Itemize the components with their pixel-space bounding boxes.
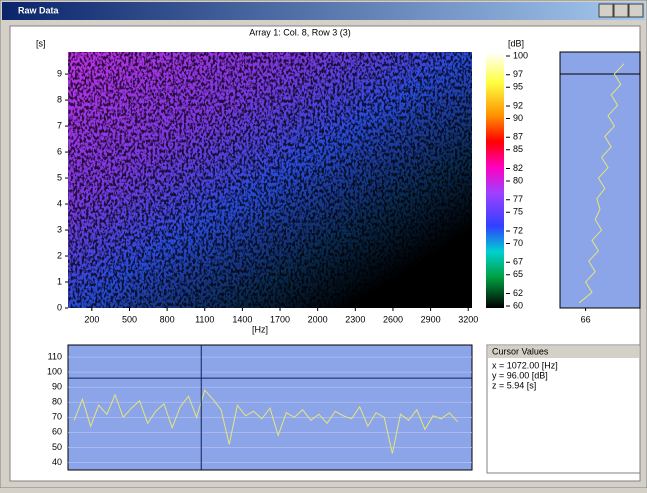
colorbar-tick-label: 75 [513,207,523,217]
colorbar-tick-label: 85 [513,144,523,154]
window: Raw Data Array 1: Col. 8, Row 3 (3) Curs… [0,0,647,488]
y-tick-label: 9 [57,68,62,78]
y-tick-label: 110 [48,351,62,361]
x-axis-label: [Hz] [252,324,268,334]
spectrogram-texture [68,52,472,308]
y-tick-label: 60 [52,427,62,437]
x-tick-label: 1700 [270,314,290,324]
colorbar-tick-label: 77 [513,194,523,204]
y-tick-label: 2 [57,250,62,260]
cursor-value: y = 96.00 [dB] [492,370,548,380]
cursor-value: x = 1072.00 [Hz] [492,360,558,370]
colorbar-tick-label: 87 [513,132,523,142]
page: Raw Data Array 1: Col. 8, Row 3 (3) Curs… [0,0,647,488]
x-tick-label: 2300 [345,314,365,324]
colorbar-tick-label: 82 [513,163,523,173]
y-tick-label: 1 [57,276,62,286]
y-tick-label: 90 [52,382,62,392]
cursor-value: z = 5.94 [s] [492,380,536,390]
colorbar-tick-label: 70 [513,238,523,248]
colorbar-tick-label: 72 [513,225,523,235]
y-tick-label: 70 [52,412,62,422]
colorbar [486,52,504,308]
x-tick-label: 2900 [421,314,441,324]
y-tick-label: 5 [57,172,62,182]
chart-title: Array 1: Col. 8, Row 3 (3) [249,27,351,37]
y-tick-label: 3 [57,224,62,234]
x-tick-label: 1400 [232,314,252,324]
y-tick-label: 100 [47,366,62,376]
x-tick-label: 3200 [458,314,478,324]
y-tick-label: 8 [57,94,62,104]
y-tick-label: 50 [52,442,62,452]
x-tick-label: 500 [122,314,137,324]
x-tick-label: 2000 [308,314,328,324]
title-bar [2,2,645,20]
x-tick-label: 800 [160,314,175,324]
colorbar-tick-label: 100 [513,50,528,60]
window-title: Raw Data [18,5,60,15]
colorbar-tick-label: 80 [513,175,523,185]
colorbar-tick-label: 60 [513,300,523,310]
y-tick-label: 80 [52,397,62,407]
colorbar-label: [dB] [508,38,524,48]
colorbar-tick-label: 92 [513,100,523,110]
maximize-button[interactable] [614,4,628,17]
x-tick-label: 2600 [383,314,403,324]
minimize-button[interactable] [599,4,613,17]
y-tick-label: 6 [57,146,62,156]
x-tick-label: 200 [84,314,99,324]
y-tick-label: 0 [57,302,62,312]
close-button[interactable] [629,4,643,17]
cursor-box-title: Cursor Values [492,346,549,356]
x-tick-label: 1100 [195,314,214,324]
colorbar-tick-label: 67 [513,257,523,267]
colorbar-tick-label: 65 [513,269,523,279]
colorbar-tick-label: 95 [513,82,523,92]
colorbar-tick-label: 90 [513,113,523,123]
colorbar-tick-label: 62 [513,288,523,298]
y-tick-label: 40 [52,457,62,467]
y-tick-label: 7 [57,120,62,130]
y-tick-label: 4 [57,198,62,208]
x-tick-label: 66 [581,314,591,324]
colorbar-tick-label: 97 [513,69,523,79]
y-axis-label: [s] [36,38,46,48]
